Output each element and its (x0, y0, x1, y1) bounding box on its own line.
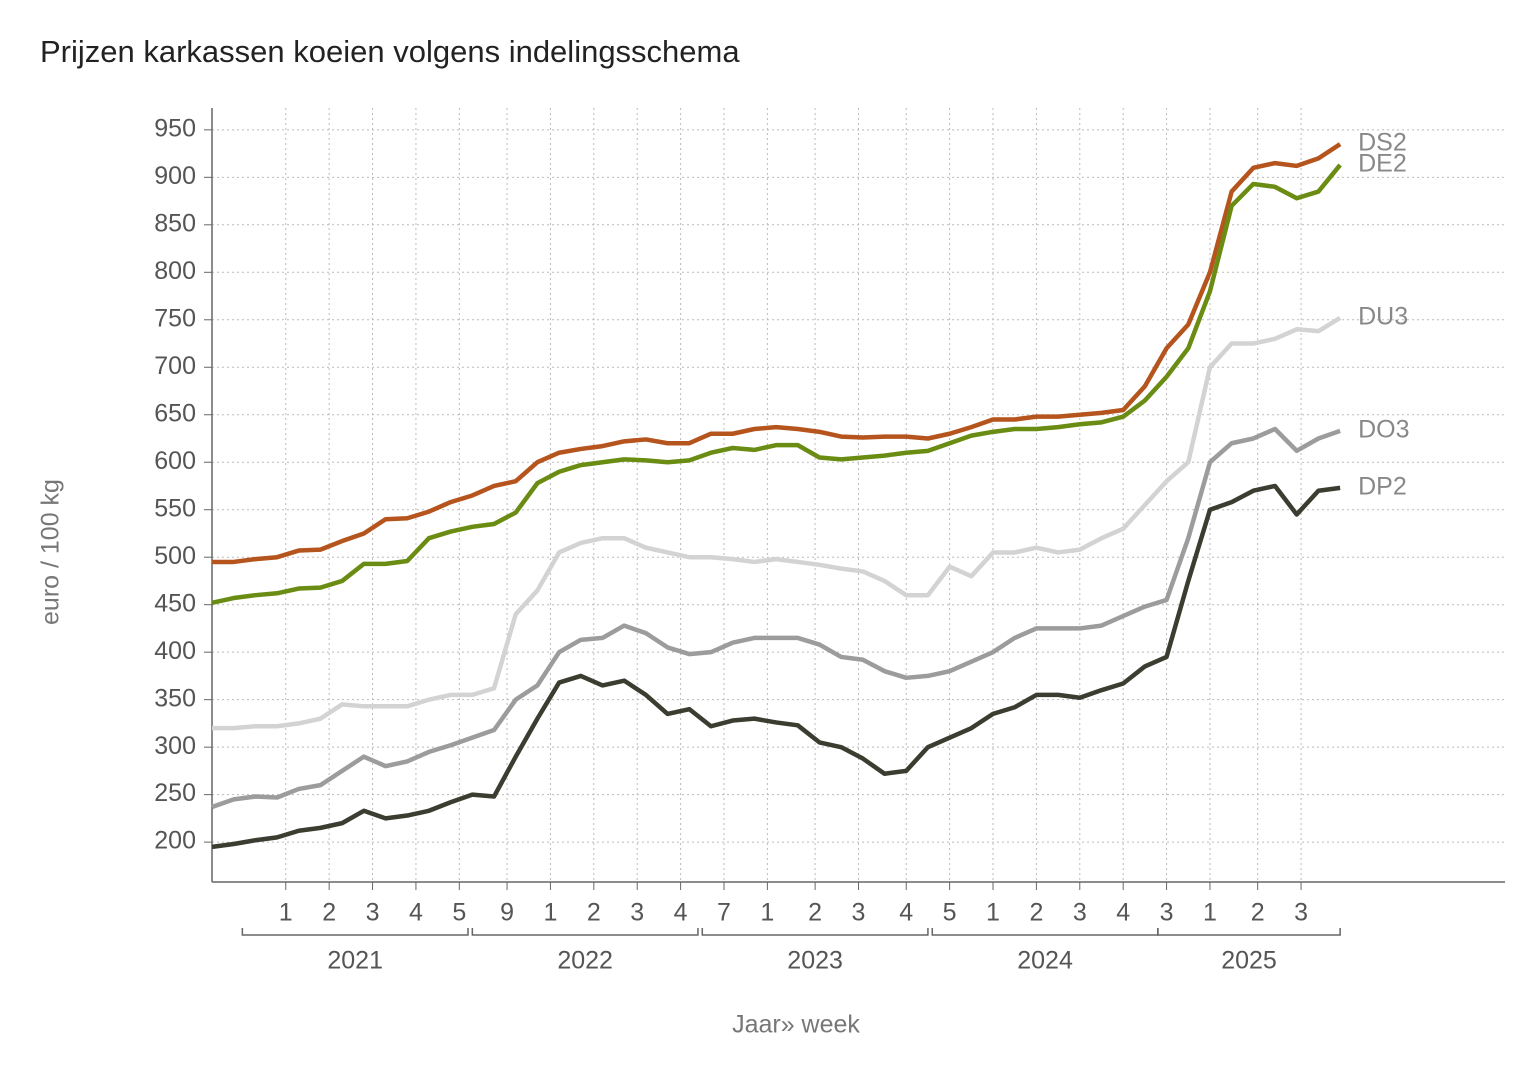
y-tick-label: 450 (154, 589, 196, 617)
year-label: 2024 (1017, 947, 1073, 975)
y-tick-label: 900 (154, 162, 196, 190)
y-tick-label: 600 (154, 447, 196, 475)
x-tick-label: 1 (760, 899, 774, 927)
y-tick-label: 250 (154, 779, 196, 807)
series-line (211, 426, 1341, 810)
year-bracket (931, 928, 1159, 936)
year-bracket (471, 928, 699, 936)
x-tick-label: 3 (852, 899, 866, 927)
year-bracket (1157, 928, 1341, 936)
year-bracket (241, 928, 469, 936)
x-tick-label: 1 (543, 899, 557, 927)
series-label: DP2 (1358, 472, 1407, 500)
x-tick-label: 3 (366, 899, 380, 927)
y-tick-label: 800 (154, 257, 196, 285)
x-tick-label: 4 (1116, 899, 1130, 927)
x-tick-label: 5 (452, 899, 466, 927)
x-tick-label: 1 (1203, 899, 1217, 927)
x-tick-label: 5 (943, 899, 957, 927)
series-line (211, 163, 1342, 605)
x-tick-label: 3 (1294, 899, 1308, 927)
series-line (212, 315, 1342, 731)
y-tick-label: 850 (154, 209, 196, 237)
x-tick-label: 2 (322, 899, 336, 927)
x-tick-label: 3 (630, 899, 644, 927)
year-label: 2025 (1221, 947, 1277, 975)
y-tick-label: 700 (154, 352, 196, 380)
series-label: DE2 (1358, 150, 1407, 178)
x-tick-label: 1 (279, 899, 293, 927)
year-label: 2021 (327, 947, 383, 975)
y-tick-label: 950 (154, 114, 196, 142)
y-tick-label: 750 (154, 304, 196, 332)
year-bracket (701, 928, 929, 936)
y-tick-label: 400 (154, 637, 196, 665)
x-tick-label: 4 (899, 899, 913, 927)
x-tick-label: 1 (986, 899, 1000, 927)
x-axis-label: Jaar» week (732, 1011, 860, 1039)
y-tick-label: 200 (154, 827, 196, 855)
x-tick-label: 2 (808, 899, 822, 927)
year-label: 2022 (557, 947, 613, 975)
y-axis-label: euro / 100 kg (37, 479, 65, 625)
series-label: DO3 (1358, 416, 1409, 444)
x-tick-label: 4 (409, 899, 423, 927)
x-tick-label: 2 (1251, 899, 1265, 927)
x-tick-label: 3 (1160, 899, 1174, 927)
year-label: 2023 (787, 947, 843, 975)
x-tick-label: 4 (674, 899, 688, 927)
y-tick-label: 500 (154, 542, 196, 570)
x-tick-label: 2 (587, 899, 601, 927)
y-tick-label: 350 (154, 684, 196, 712)
x-tick-label: 7 (717, 899, 731, 927)
y-tick-label: 300 (154, 732, 196, 760)
x-tick-label: 3 (1073, 899, 1087, 927)
series-label: DU3 (1358, 302, 1408, 330)
series-line (212, 142, 1342, 565)
x-tick-label: 2 (1029, 899, 1043, 927)
y-tick-label: 650 (154, 399, 196, 427)
chart-title: Prijzen karkassen koeien volgens indelin… (40, 34, 740, 69)
series-label: DS2 (1358, 129, 1407, 157)
y-tick-label: 550 (154, 494, 196, 522)
series-line (211, 483, 1341, 850)
x-tick-label: 9 (500, 899, 514, 927)
